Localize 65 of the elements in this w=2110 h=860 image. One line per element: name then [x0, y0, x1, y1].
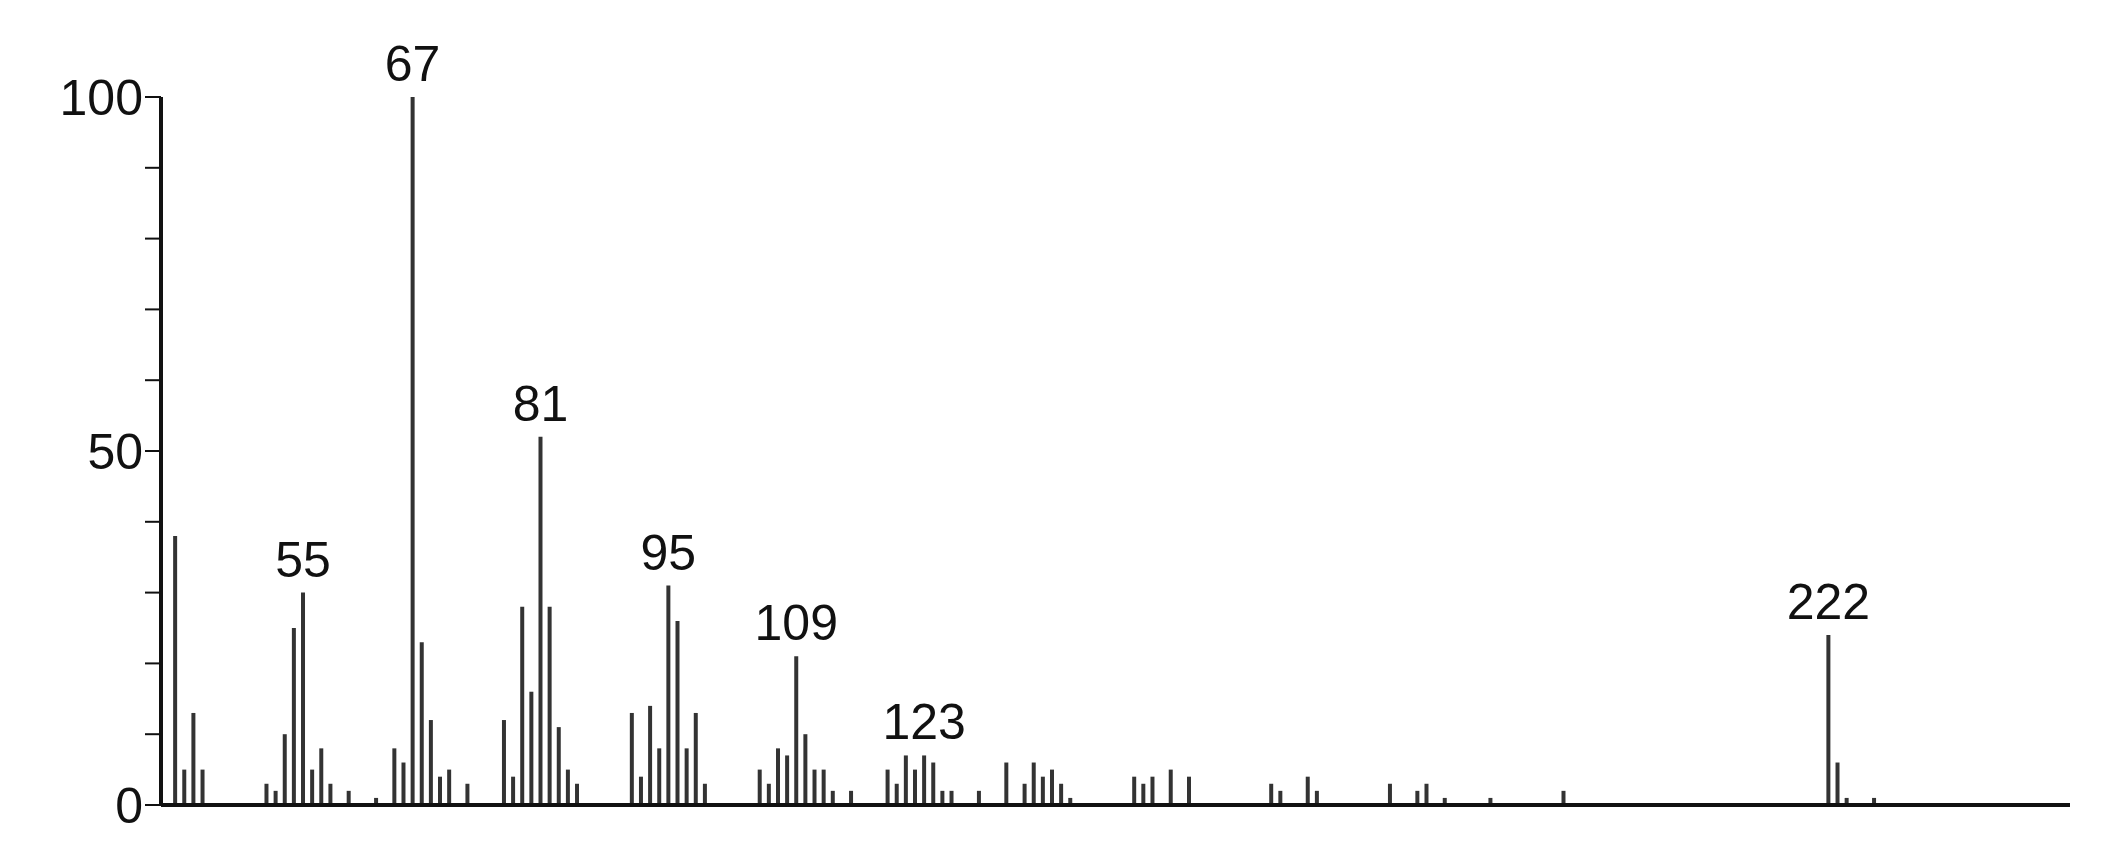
bar: [638, 776, 643, 805]
bar: [675, 620, 680, 805]
bar: [520, 606, 525, 805]
bar: [657, 748, 662, 805]
x-tick-label: 67: [384, 36, 441, 92]
bar: [684, 748, 689, 805]
x-tick-label: 81: [512, 375, 569, 432]
bar: [428, 720, 433, 805]
bar: [1187, 776, 1191, 805]
bar: [392, 748, 397, 805]
bar: [629, 712, 634, 805]
x-tick-label: 222: [1786, 574, 1871, 631]
bar: [821, 769, 826, 805]
x-tick-label: 55: [275, 531, 331, 588]
bar: [447, 769, 452, 805]
bar: [803, 734, 808, 805]
bar: [547, 606, 552, 805]
bar: [1168, 769, 1173, 805]
bar: [812, 769, 817, 805]
bar: [775, 748, 780, 805]
bar: [191, 712, 196, 805]
bar: [903, 755, 908, 805]
bar: [1132, 776, 1137, 805]
bar: [1040, 776, 1045, 805]
bar: [410, 97, 415, 805]
bar: [301, 592, 306, 805]
y-tick-label: 50: [87, 423, 143, 480]
bar: [922, 755, 927, 805]
bar: [282, 734, 287, 805]
bar: [200, 769, 205, 805]
bar: [912, 769, 917, 805]
bar: [319, 748, 324, 805]
bar: [1050, 769, 1054, 805]
x-tick-label: 123: [882, 694, 966, 751]
bar: [785, 755, 790, 805]
bar: [438, 776, 443, 805]
bar: [565, 769, 570, 805]
bar: [1305, 776, 1310, 805]
bar: [529, 691, 534, 805]
y-tick-label: 100: [59, 69, 143, 126]
bar: [666, 585, 671, 805]
bar: [556, 727, 561, 805]
bar: [1031, 762, 1036, 805]
bar: [401, 762, 406, 805]
bar: [648, 705, 653, 805]
bar: [501, 720, 506, 805]
bar: [757, 769, 762, 805]
bar: [173, 535, 178, 805]
bar: [794, 656, 799, 805]
bar: [1150, 776, 1155, 805]
bar: [291, 628, 296, 805]
bar: [1835, 762, 1840, 805]
bar: [693, 712, 698, 805]
bar: [310, 769, 315, 805]
bar: [419, 642, 424, 805]
bar: [1004, 762, 1009, 805]
bar: [931, 762, 936, 805]
x-tick-label: 109: [754, 595, 838, 652]
bar: [182, 769, 187, 805]
bar: [1826, 635, 1831, 805]
bar: [885, 769, 890, 805]
bar: [511, 776, 516, 805]
y-tick-label: 0: [115, 777, 143, 834]
x-tick-label: 95: [640, 524, 697, 581]
bar: [538, 436, 543, 805]
